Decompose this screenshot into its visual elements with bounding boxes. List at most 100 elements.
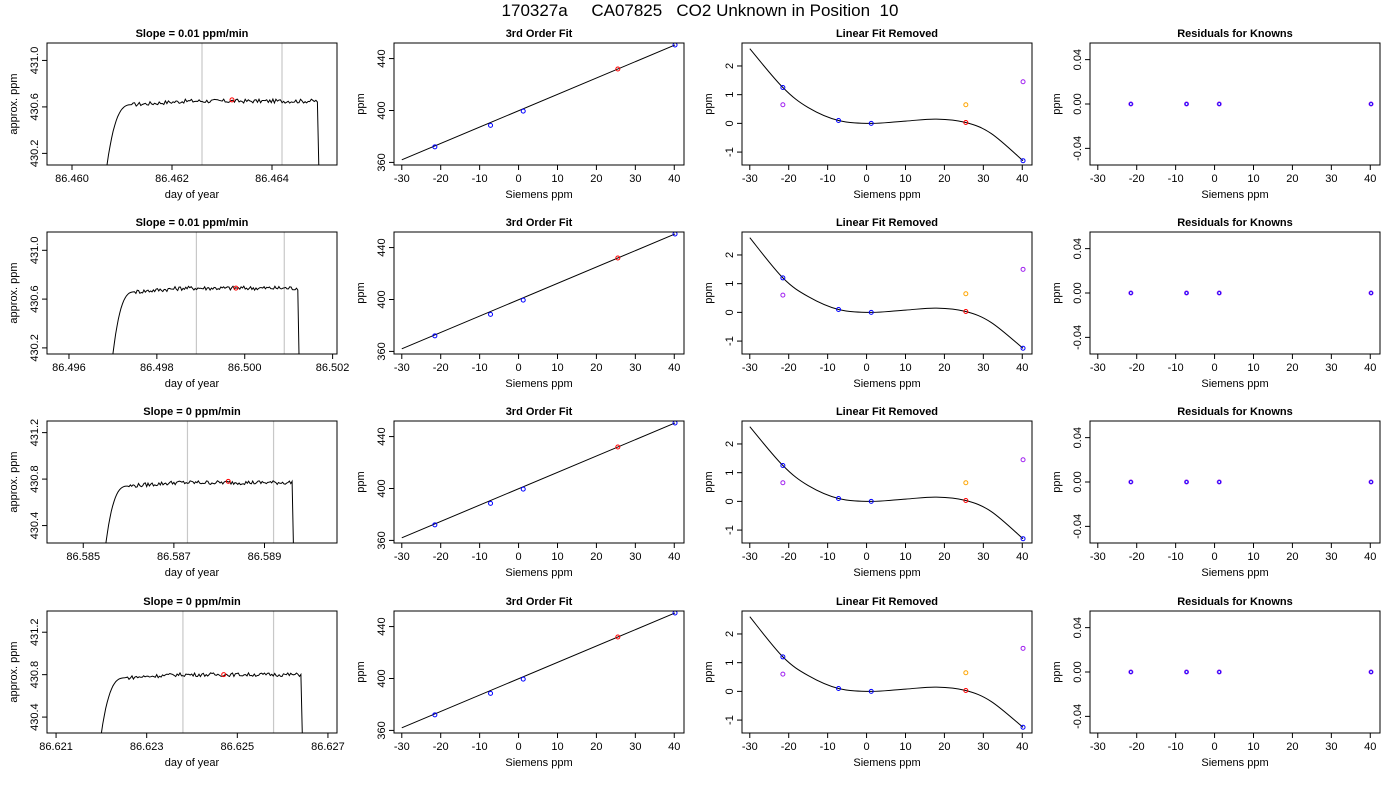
fit-line	[401, 233, 676, 350]
y-tick-label: -1	[724, 147, 736, 157]
y-tick-label: -1	[724, 525, 736, 535]
y-tick-label: 431.0	[29, 47, 41, 75]
x-tick-label: 0	[864, 362, 870, 374]
x-tick-label: -10	[1168, 173, 1184, 185]
x-tick-label: -20	[1129, 173, 1145, 185]
y-axis-label: ppm	[703, 282, 715, 303]
x-tick-label: 86.627	[311, 741, 345, 753]
plot-area	[1128, 479, 1374, 485]
x-tick-label: -20	[433, 362, 449, 374]
x-tick-label: 40	[1364, 362, 1376, 374]
reference_orange-point	[963, 291, 969, 297]
panel-3-3: Residuals for Knowns -30 -20 -10 0 10 20 30 40 -0…	[1051, 596, 1381, 769]
y-tick-label: 430.4	[29, 512, 41, 540]
x-tick-label: 20	[1286, 362, 1298, 374]
known-point	[780, 275, 786, 281]
plot-frame	[46, 610, 338, 734]
x-tick-label: 40	[1364, 551, 1376, 563]
reference_purple-point	[780, 102, 786, 108]
x-tick-label: -30	[742, 362, 758, 374]
x-tick-label: 86.500	[228, 362, 262, 374]
residual-point	[1368, 101, 1374, 107]
page-title: 170327a CA07825 CO2 Unknown in Position …	[501, 1, 899, 20]
y-tick-label: 1	[724, 281, 736, 287]
panel-title: 3rd Order Fit	[506, 406, 573, 418]
x-axis-label: Siemens ppm	[1201, 757, 1268, 769]
panel-2-2: Linear Fit Removed-30 -20 -10 0 10 20 30 40-101…	[703, 406, 1033, 579]
x-tick-label: 86.496	[52, 362, 86, 374]
y-tick-label: 440	[376, 617, 388, 635]
co2-trace	[105, 479, 294, 543]
y-tick-label: 430.4	[29, 703, 41, 731]
x-tick-label: 20	[590, 741, 602, 753]
y-axis-label: approx. ppm	[8, 262, 20, 323]
x-tick-label: 86.464	[255, 173, 289, 185]
x-tick-label: -20	[781, 173, 797, 185]
known-point	[488, 311, 494, 317]
y-tick-label: -0.04	[1072, 136, 1084, 161]
cubic-fit-curve	[749, 48, 1024, 162]
x-tick-label: 10	[899, 173, 911, 185]
residual-point-overlay	[1369, 480, 1373, 484]
x-tick-label: -10	[472, 362, 488, 374]
x-tick-label: -20	[781, 741, 797, 753]
panel-1-2: Linear Fit Removed-30 -20 -10 0 10 20 30 40-101…	[703, 217, 1033, 390]
residual-point-overlay	[1217, 102, 1222, 106]
reference_purple-point	[780, 671, 786, 677]
panel-0-1: 3rd Order Fit -30 -20 -10 0 10 20 30 40 360 400 440…	[355, 28, 685, 201]
x-tick-label: -30	[742, 173, 758, 185]
fit-line	[401, 422, 676, 539]
y-tick-label: 0.00	[1072, 282, 1084, 303]
x-axis-label: Siemens ppm	[505, 757, 572, 769]
y-tick-label: -0.04	[1072, 514, 1084, 539]
x-tick-label: 10	[1247, 173, 1259, 185]
y-tick-label: 0	[724, 498, 736, 504]
x-tick-label: 0	[516, 173, 522, 185]
x-axis-label: Siemens ppm	[1201, 567, 1268, 579]
y-tick-label: 431.2	[29, 618, 41, 646]
reference_orange-point	[963, 102, 969, 108]
x-tick-label: 40	[668, 362, 680, 374]
y-axis-label: approx. ppm	[8, 641, 20, 702]
residual-point-overlay	[1184, 670, 1189, 674]
plot-area	[1128, 669, 1374, 675]
y-tick-label: 2	[724, 631, 736, 637]
panel-3-0: Slope = 0 ppm/min 86.621 86.623 86.625 86.62…	[8, 596, 345, 769]
known-point	[1020, 724, 1026, 730]
known-point	[432, 144, 438, 150]
unknown-point	[615, 634, 621, 640]
residual-point	[1128, 479, 1134, 485]
y-tick-label: 440	[376, 49, 388, 67]
y-tick-label: 431.0	[29, 237, 41, 265]
residual-point	[1216, 290, 1222, 296]
residual-point	[1184, 290, 1190, 296]
reference_orange-point	[963, 670, 969, 676]
panel-title: Linear Fit Removed	[836, 596, 938, 608]
panel-title: Linear Fit Removed	[836, 217, 938, 229]
y-tick-label: 430.6	[29, 93, 41, 121]
panel-3-2: Linear Fit Removed-30 -20 -10 0 10 20 30 40-101…	[703, 596, 1033, 769]
x-tick-label: 30	[977, 551, 989, 563]
known-point	[868, 120, 874, 126]
y-tick-label: 360	[376, 153, 388, 171]
panel-1-3: Residuals for Knowns -30 -20 -10 0 10 20 30 40 -0…	[1051, 217, 1381, 390]
cubic-fit-curve	[749, 616, 1024, 728]
y-tick-label: 1	[724, 660, 736, 666]
y-axis-label: ppm	[355, 282, 367, 303]
panel-title: Residuals for Knowns	[1177, 217, 1293, 229]
y-tick-label: 0	[724, 120, 736, 126]
known-point	[836, 118, 842, 124]
x-tick-label: 40	[668, 173, 680, 185]
plot-area	[401, 421, 678, 539]
y-tick-label: -1	[724, 336, 736, 346]
unknown-point	[963, 688, 969, 694]
panel-title: Linear Fit Removed	[836, 406, 938, 418]
x-tick-label: 30	[629, 362, 641, 374]
x-tick-label: -20	[433, 741, 449, 753]
panel-0-2: Linear Fit Removed-30 -20 -10 0 10 20 30 40-101…	[703, 28, 1033, 201]
reference_purple-point	[1020, 645, 1026, 651]
co2-trace	[112, 285, 300, 354]
y-axis-label: ppm	[355, 471, 367, 492]
residual-point-overlay	[1369, 291, 1373, 295]
plot-area	[105, 421, 294, 543]
